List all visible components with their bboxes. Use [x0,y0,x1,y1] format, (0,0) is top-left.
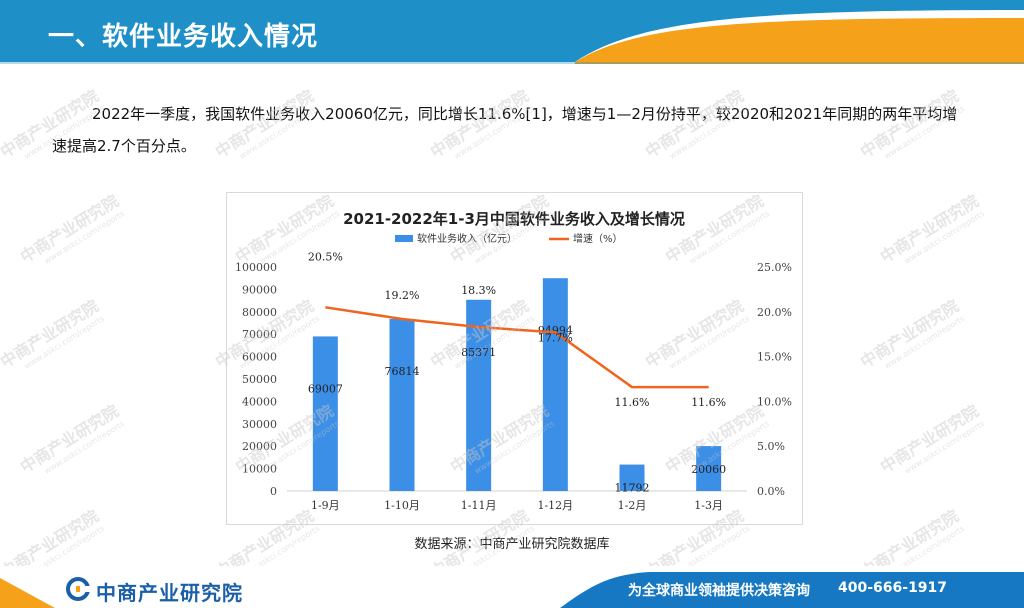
brand-logo-icon [66,577,92,601]
y-left-tick-label: 70000 [242,328,277,341]
y-right-tick-label: 15.0% [757,351,792,364]
line-value-label: 11.6% [691,396,726,409]
y-left-tick-label: 30000 [242,418,277,431]
y-right-tick-label: 25.0% [757,261,792,274]
bar-value-label: 76814 [385,365,420,378]
watermark-url: www.askci.com/reports [882,313,967,371]
x-tick-label: 1-12月 [537,499,573,512]
bar-value-label: 69007 [308,382,343,395]
watermark: 中商产业研究院 www.askci.com/reports [876,401,987,477]
data-source: 数据来源：中商产业研究院数据库 [414,537,610,552]
bar [619,464,645,491]
line-value-label: 11.6% [615,396,650,409]
y-left-tick-label: 40000 [242,395,277,408]
y-axis-left: 0 10000 20000 30000 40000 50000 60000 70000 8000… [235,261,277,498]
watermark-url: www.askci.com/reports [902,208,987,266]
y-right-tick-label: 10.0% [757,395,792,408]
page-title: 一、软件业务收入情况 [48,22,319,52]
bar [389,318,415,491]
growth-line [325,306,709,389]
bar-value-label: 11792 [615,482,650,495]
y-axis-right: 0.0% 5.0% 10.0% 15.0% 20.0% 25.0% [757,261,792,498]
watermark-url: www.askci.com/reports [42,418,127,476]
footer-brand: 中商产业研究院 [96,581,243,605]
x-axis-labels: 1-9月 1-10月 1-11月 1-12月 1-2月 1-3月 [311,499,723,512]
line-value-label: 18.3% [461,284,496,297]
watermark: 中商产业研究院 www.askci.com/reports [856,296,967,372]
legend-bar-swatch [395,235,413,242]
chart-legend: 软件业务收入（亿元） 增速（%） [395,232,623,245]
intro-paragraph: 2022年一季度，我国软件业务收入20060亿元，同比增长11.6%[1]，增速… [52,105,958,155]
legend-bar-label: 软件业务收入（亿元） [417,232,517,245]
bar [542,278,568,491]
line-value-label: 19.2% [385,289,420,302]
y-right-tick-label: 20.0% [757,306,792,319]
y-left-tick-label: 80000 [242,306,277,319]
bar-value-label: 20060 [691,463,726,476]
footer-slogan: 为全球商业领袖提供决策咨询 [628,583,810,599]
y-left-tick-label: 60000 [242,351,277,364]
watermark: 中商产业研究院 www.askci.com/reports [16,401,127,477]
legend-line-label: 增速（%） [573,232,623,245]
watermark: 中商产业研究院 www.askci.com/reports [0,296,107,372]
line-value-label: 20.5% [308,250,343,263]
footer-banner [0,566,1024,608]
bar [696,446,722,491]
footer-phone: 400-666-1917 [838,580,948,596]
y-right-tick-label: 0.0% [757,485,785,498]
bar-value-labels: 69007 76814 85371 94994 11792 20060 [308,324,726,494]
y-left-tick-label: 90000 [242,283,277,296]
header-banner [0,0,1024,64]
bar-series [312,278,722,491]
y-left-tick-label: 20000 [242,440,277,453]
watermark-url: www.askci.com/reports [42,208,127,266]
x-tick-label: 1-9月 [311,499,340,512]
y-right-tick-label: 5.0% [757,440,785,453]
x-tick-label: 1-2月 [618,499,647,512]
x-tick-label: 1-3月 [694,499,723,512]
y-left-tick-label: 100000 [235,261,277,274]
chart-svg: 2021-2022年1-3月中国软件业务收入及增长情况 软件业务收入（亿元） 增… [235,210,792,512]
bar [312,336,338,491]
line-value-labels: 20.5% 19.2% 18.3% 17.7% 11.6% 11.6% [308,250,726,409]
bar [466,299,492,491]
chart-container: 2021-2022年1-3月中国软件业务收入及增长情况 软件业务收入（亿元） 增… [226,192,803,525]
watermark-url: www.askci.com/reports [902,418,987,476]
bar-value-label: 85371 [461,346,496,359]
y-left-tick-label: 10000 [242,463,277,476]
watermark: 中商产业研究院 www.askci.com/reports [876,191,987,267]
bar-value-label: 94994 [538,324,573,337]
y-left-tick-label: 0 [270,485,277,498]
x-tick-label: 1-11月 [461,499,497,512]
watermark-url: www.askci.com/reports [22,313,107,371]
chart-title: 2021-2022年1-3月中国软件业务收入及增长情况 [343,210,685,228]
watermark: 中商产业研究院 www.askci.com/reports [16,191,127,267]
x-tick-label: 1-10月 [384,499,420,512]
y-left-tick-label: 50000 [242,373,277,386]
line-value-label: 17.7% [538,331,573,344]
